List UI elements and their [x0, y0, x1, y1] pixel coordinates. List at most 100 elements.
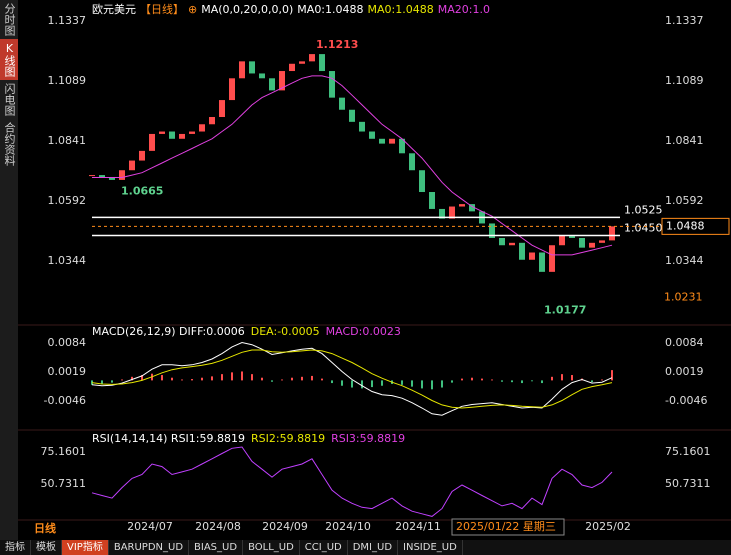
- candle: [599, 240, 605, 243]
- header-item: MA(0,0,20,0,0,0): [201, 3, 293, 16]
- candle: [259, 73, 265, 79]
- candle: [319, 54, 325, 72]
- candle: [299, 61, 305, 64]
- candle: [329, 71, 335, 98]
- low-mark-label: 1.0231: [664, 291, 703, 304]
- panel-title-item: RSI2:59.8819: [251, 432, 325, 445]
- candle: [269, 78, 275, 91]
- y-tick-label-right: 0.0019: [665, 365, 704, 378]
- candle: [459, 204, 465, 207]
- y-tick-label-right: 1.1089: [665, 74, 704, 87]
- candle: [579, 237, 585, 248]
- level-label: 1.0525: [624, 203, 663, 216]
- y-tick-label-right: 1.0344: [665, 254, 704, 267]
- candle: [179, 133, 185, 139]
- y-tick-label-right: 0.0084: [665, 336, 704, 349]
- candle: [239, 61, 245, 79]
- y-tick-label: 75.1601: [41, 445, 87, 458]
- panel-title-item: MACD(26,12,9) DIFF:0.0006: [92, 325, 245, 338]
- candle: [249, 61, 255, 74]
- rsi-line: [91, 446, 613, 517]
- dea-line: [91, 349, 613, 409]
- candle: [489, 223, 495, 238]
- sidebar-tab[interactable]: 分时图: [3, 3, 16, 36]
- candle: [109, 177, 115, 180]
- dif-line: [91, 341, 613, 416]
- chart-area: 欧元美元 【日线】 ⊕ MA(0,0,20,0,0,0) MA0:1.0488 MA0:1…: [18, 2, 731, 536]
- header-item: 欧元美元: [92, 3, 136, 16]
- date-label: 2024/07: [127, 520, 173, 533]
- candle: [189, 131, 195, 134]
- candle: [519, 242, 525, 260]
- sidebar-tab[interactable]: K线图: [0, 39, 18, 80]
- candle: [229, 78, 235, 101]
- candle: [509, 242, 515, 246]
- panel-title-item: RSI(14,14,14) RSI1:59.8819: [92, 432, 245, 445]
- candle: [449, 206, 455, 219]
- sidebar-tab[interactable]: 闪电图: [3, 83, 16, 116]
- y-tick-label: 0.0084: [48, 336, 87, 349]
- price-annotation: 1.1213: [316, 38, 358, 51]
- candle: [89, 175, 95, 177]
- price-annotation: 1.0665: [121, 185, 163, 198]
- indicator-tab[interactable]: 指标: [0, 540, 31, 555]
- date-label: 2024/09: [262, 520, 308, 533]
- header-item: MA20:1.0: [438, 3, 490, 16]
- cursor-date-box: [451, 518, 565, 536]
- sidebar-tab[interactable]: 合约资料: [3, 122, 16, 166]
- candle: [309, 54, 315, 62]
- y-tick-label: -0.0046: [44, 394, 86, 407]
- cursor-date: 2025/01/22 星期三: [456, 520, 556, 533]
- sidebar: 分时图 K线图闪电图合约资料: [0, 0, 18, 540]
- indicator-tab[interactable]: BOLL_UD: [243, 540, 300, 555]
- candle: [119, 170, 125, 180]
- date-label: 2024/11: [395, 520, 441, 533]
- y-tick-label: 1.1089: [48, 74, 87, 87]
- candle: [339, 97, 345, 110]
- indicator-tab[interactable]: 模板: [31, 540, 62, 555]
- candle: [209, 117, 215, 125]
- indicator-tab[interactable]: VIP指标: [62, 540, 109, 555]
- date-label: 2025/02: [585, 520, 631, 533]
- candle: [549, 245, 555, 272]
- candle: [279, 71, 285, 91]
- candle: [559, 235, 565, 246]
- last-price-label: 1.0488: [666, 219, 705, 232]
- candle: [129, 160, 135, 171]
- indicator-tab[interactable]: BARUPDN_UD: [109, 540, 190, 555]
- y-tick-label: 1.0841: [48, 134, 87, 147]
- y-tick-label-right: 1.1337: [665, 14, 704, 27]
- y-tick-label: 0.0019: [48, 365, 87, 378]
- candle: [349, 109, 355, 122]
- indicator-tab[interactable]: DMI_UD: [348, 540, 399, 555]
- y-tick-label-right: 1.0841: [665, 134, 704, 147]
- period-label: 日线: [34, 521, 56, 535]
- header-item: ⊕: [188, 3, 197, 16]
- candle: [409, 153, 415, 171]
- header-item: 【日线】: [140, 2, 184, 16]
- candle: [389, 138, 395, 144]
- candle: [149, 133, 155, 151]
- indicator-tab[interactable]: BIAS_UD: [189, 540, 244, 555]
- indicator-tab[interactable]: INSIDE_UD: [398, 540, 463, 555]
- candle: [99, 175, 105, 178]
- candle: [419, 170, 425, 193]
- y-tick-label: 1.1337: [48, 14, 87, 27]
- header-item: MA0:1.0488: [368, 3, 434, 16]
- indicator-tab[interactable]: CCI_UD: [300, 540, 348, 555]
- candle: [469, 204, 475, 212]
- candle: [159, 131, 165, 134]
- y-tick-label: 1.0344: [48, 254, 87, 267]
- candle: [439, 208, 445, 219]
- panel-title-item: RSI3:59.8819: [331, 432, 405, 445]
- candle: [379, 138, 385, 144]
- candle: [219, 100, 225, 118]
- candle: [529, 252, 535, 260]
- candle: [139, 150, 145, 161]
- candle: [169, 131, 175, 139]
- candle: [289, 63, 295, 72]
- price-annotation: 1.0177: [544, 304, 586, 317]
- y-tick-label-right: 75.1601: [665, 445, 711, 458]
- candle: [539, 252, 545, 272]
- candle: [399, 138, 405, 154]
